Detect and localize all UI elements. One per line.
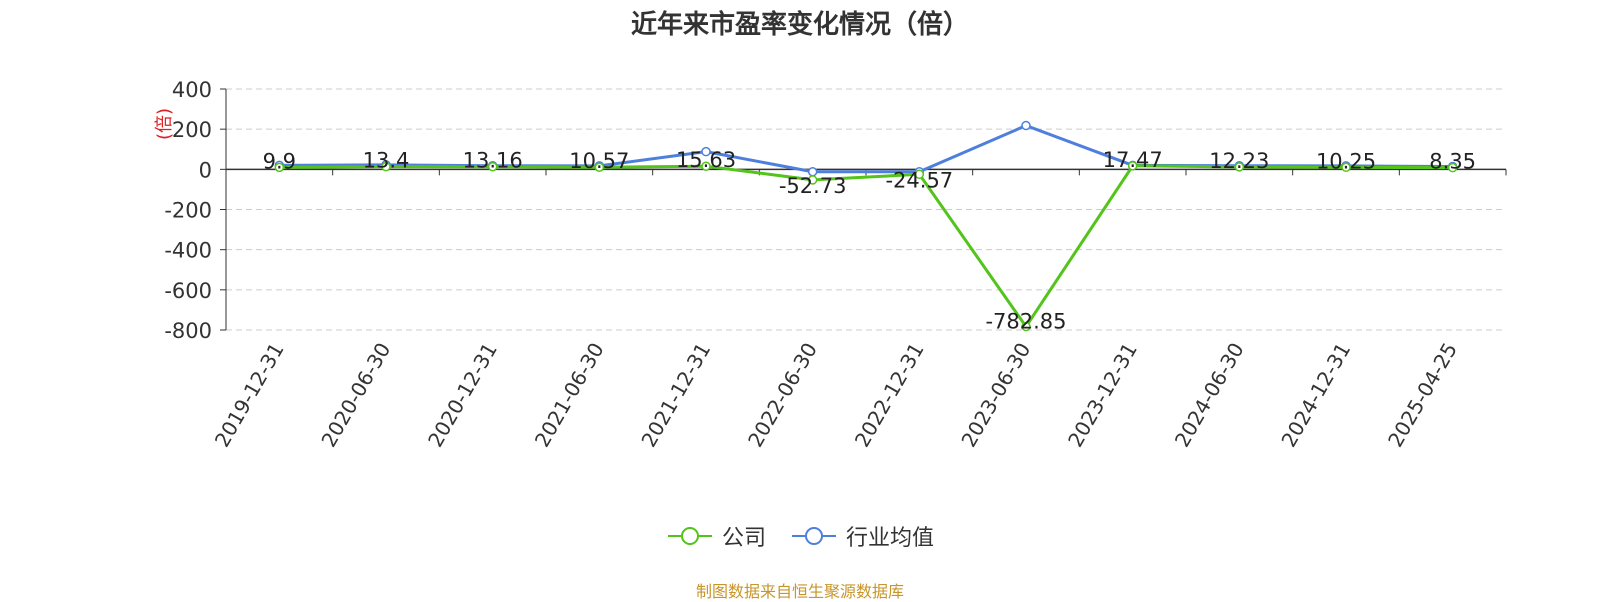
data-label: -782.85 (985, 310, 1066, 334)
y-tick-label: 0 (199, 158, 212, 182)
x-tick-label: 2024-12-31 (1276, 339, 1355, 452)
data-point (274, 162, 285, 173)
data-point (381, 161, 391, 172)
data-point (1341, 162, 1351, 173)
legend-item-industry-average[interactable]: 行业均值 (790, 520, 934, 552)
legend-line-marker-icon (792, 527, 836, 545)
x-tick-label: 2019-12-31 (210, 339, 289, 452)
x-tick-label: 2022-06-30 (743, 339, 822, 452)
y-tick-label: 400 (172, 78, 212, 102)
x-tick-label: 2025-04-25 (1383, 339, 1462, 452)
data-label: 17.47 (1103, 148, 1163, 172)
data-label: 13.4 (363, 149, 410, 173)
data-point (701, 146, 711, 157)
x-tick-label: 2020-12-31 (423, 338, 502, 451)
data-label: -52.73 (779, 174, 847, 198)
legend-label-company: 公司 (721, 526, 766, 551)
chart-title: 近年来市盈率变化情况（倍） (630, 10, 969, 40)
x-tick-label: 2021-12-31 (636, 339, 715, 452)
x-tick-label: 2023-06-30 (956, 339, 1035, 452)
data-point (1021, 321, 1031, 332)
x-tick-label: 2021-06-30 (530, 339, 609, 452)
data-label: 9.9 (263, 149, 296, 173)
x-tick-label: 2022-12-31 (850, 338, 929, 451)
legend-item-company[interactable]: 公司 (666, 520, 766, 552)
x-tick-label: 2024-06-30 (1170, 339, 1249, 452)
y-tick-label: -400 (164, 239, 212, 263)
series-lines (274, 120, 1458, 332)
data-point (487, 161, 498, 172)
series-line (279, 164, 1453, 329)
data-label: 12.23 (1209, 149, 1269, 173)
x-tick-label: 2023-12-31 (1063, 339, 1142, 452)
y-tick-label: -200 (164, 199, 212, 223)
data-point (914, 169, 925, 180)
data-labels: 9.9 13.4 13.16 10.57 15.63 -52.73 -24.57 -782.8… (263, 148, 1476, 334)
source-note: 制图数据来自恒生聚源数据库 (695, 582, 904, 601)
series-line (279, 124, 1453, 174)
data-label: 10.25 (1316, 149, 1376, 173)
data-point (1021, 120, 1031, 131)
data-label: 8.35 (1429, 150, 1476, 174)
data-label: 15.63 (676, 148, 736, 172)
data-label: 13.16 (463, 149, 523, 173)
data-point (594, 162, 605, 172)
y-tick-label: -600 (164, 279, 212, 303)
legend: 公司 行业均值 (0, 520, 1600, 552)
y-tick-label: 200 (172, 118, 212, 142)
data-point (701, 161, 711, 171)
data-point (1447, 162, 1458, 173)
data-point (1234, 162, 1245, 172)
data-point (807, 175, 818, 185)
legend-label-industry-average: 行业均值 (846, 526, 935, 551)
data-label: -24.57 (885, 168, 953, 192)
legend-line-marker-icon (667, 527, 712, 545)
y-tick-label: -800 (164, 319, 212, 343)
grid-lines (226, 88, 1506, 331)
data-point (1127, 161, 1138, 171)
y-axis-label: (倍) (154, 108, 175, 140)
data-label: 10.57 (569, 149, 629, 173)
x-tick-label: 2020-06-30 (316, 339, 395, 452)
